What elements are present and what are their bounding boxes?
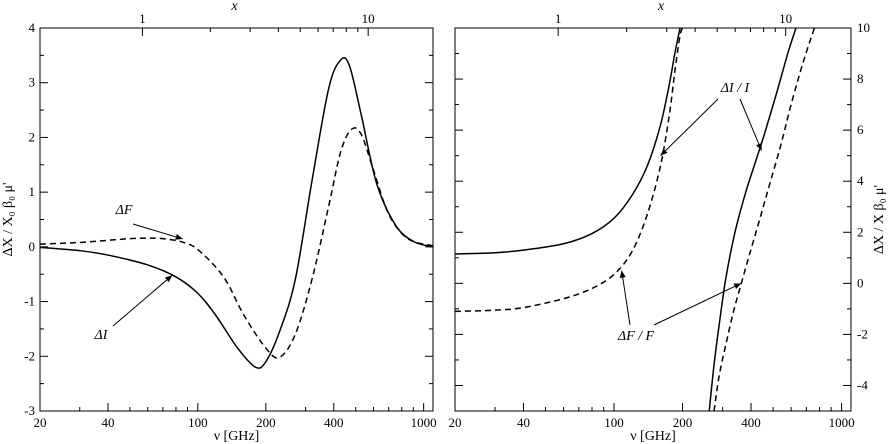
top-x-axis-label: x	[230, 0, 238, 14]
annotation-arrowhead	[164, 275, 173, 283]
annotation-label: ΔF	[115, 203, 133, 218]
y-tick-label: -1	[24, 294, 35, 309]
series-line-f	[40, 127, 433, 359]
y-tick-label: 0	[857, 275, 864, 290]
chart-panel-left: 20 40 100 200 400 1000 1 10 x -3 -2 -1 0 1 2 3 4 ν [GHz] Δ…	[1, 0, 437, 444]
x-tick-label: 200	[256, 415, 276, 430]
y-tick-label: -4	[857, 377, 868, 392]
top-x-tick-label: 10	[362, 11, 375, 26]
x-tick-label: 40	[101, 415, 114, 430]
x-tick-label: 400	[741, 415, 761, 430]
annotation-label: ΔF / F	[617, 329, 655, 344]
series-line-ff	[713, 28, 816, 411]
x-tick-label: 200	[673, 415, 693, 430]
top-x-tick-label: 1	[139, 11, 146, 26]
x-tick-label: 1000	[411, 415, 437, 430]
series-line-ff	[455, 28, 684, 313]
annotation-arrow	[112, 274, 173, 327]
series-line-ii	[708, 28, 797, 411]
y-tick-label: -3	[24, 403, 35, 418]
x-tick-label: 40	[517, 415, 530, 430]
y-tick-label: 2	[29, 129, 36, 144]
annotation-arrow	[132, 223, 183, 240]
x-tick-label: 400	[324, 415, 344, 430]
top-x-tick-label: 1	[555, 11, 562, 26]
annotation-arrow	[621, 270, 631, 326]
y-tick-label: 10	[857, 20, 870, 35]
annotation-arrow	[660, 98, 719, 157]
y-tick-label: 6	[857, 122, 864, 137]
x-tick-label: 20	[449, 415, 462, 430]
plot-frame	[39, 27, 434, 412]
x-axis-label: ν [GHz]	[630, 429, 676, 444]
y-tick-label: 2	[857, 224, 864, 239]
y-tick-label: 3	[29, 75, 36, 90]
top-x-tick-label: 10	[779, 11, 792, 26]
y-axis-label: ΔX / X β₀ μ'	[872, 185, 887, 254]
y-axis-label: ΔX / X₀ β₀ μ'	[1, 182, 16, 256]
x-tick-label: 20	[34, 415, 47, 430]
annotation-arrowhead	[619, 270, 626, 278]
y-tick-label: -2	[24, 348, 35, 363]
annotation-arrowhead	[756, 142, 762, 151]
curves	[455, 28, 816, 411]
series-line-ii	[455, 28, 681, 255]
annotation-label: ΔI / I	[720, 81, 751, 96]
annotation-arrow	[739, 98, 763, 151]
annotation-arrowhead	[175, 234, 183, 240]
y-tick-label: 1	[29, 184, 36, 199]
series-line-i	[40, 57, 433, 369]
y-tick-label: 0	[29, 239, 36, 254]
x-axis-label: ν [GHz]	[214, 429, 260, 444]
y-tick-label: -2	[857, 326, 868, 341]
y-tick-label: 4	[29, 20, 36, 35]
x-tick-label: 100	[188, 415, 208, 430]
top-x-axis-label: x	[657, 0, 665, 14]
y-tick-label: 8	[857, 71, 864, 86]
x-tick-label: 1000	[829, 415, 855, 430]
annotation-label: ΔI	[94, 328, 109, 343]
y-tick-label: 4	[857, 173, 864, 188]
chart-panel-right: 20 40 100 200 400 1000 1 10 x -4 -2 0 2 4 6 8 10 ν [GHz] Δ…	[449, 0, 888, 444]
annotation-arrowhead	[660, 148, 668, 156]
plot-frame	[454, 27, 852, 412]
annotation-arrowhead	[733, 283, 742, 290]
annotation-arrow	[653, 282, 742, 326]
curves	[40, 57, 433, 369]
x-tick-label: 100	[604, 415, 624, 430]
